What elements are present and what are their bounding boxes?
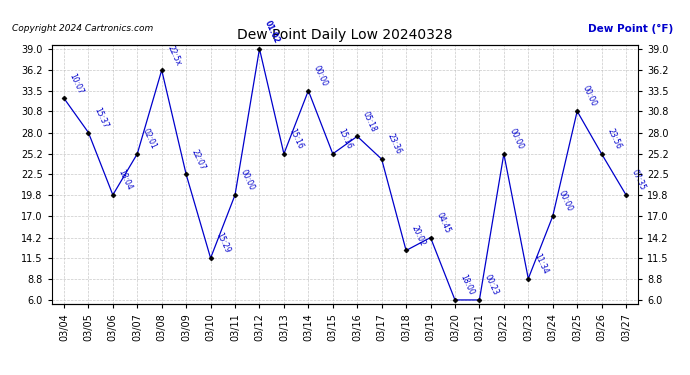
- Text: Copyright 2024 Cartronics.com: Copyright 2024 Cartronics.com: [12, 24, 154, 33]
- Text: 00:23: 00:23: [483, 273, 500, 297]
- Text: 00:00: 00:00: [556, 189, 574, 213]
- Text: 15:16: 15:16: [337, 127, 354, 151]
- Title: Dew Point Daily Low 20240328: Dew Point Daily Low 20240328: [237, 28, 453, 42]
- Text: 00:00: 00:00: [312, 64, 329, 88]
- Text: 02:01: 02:01: [141, 127, 158, 151]
- Text: 11:34: 11:34: [532, 252, 549, 276]
- Text: 07:35: 07:35: [630, 168, 647, 192]
- Text: 18:04: 18:04: [117, 168, 134, 192]
- Text: 20:02: 20:02: [410, 224, 427, 248]
- Text: 23:36: 23:36: [385, 132, 403, 156]
- Text: 15:37: 15:37: [92, 106, 110, 129]
- Text: Dew Point (°F): Dew Point (°F): [587, 24, 673, 34]
- Text: 22:5x: 22:5x: [166, 44, 183, 67]
- Text: 22:07: 22:07: [190, 148, 207, 171]
- Text: 05:18: 05:18: [361, 110, 378, 133]
- Text: 00:00: 00:00: [508, 127, 525, 151]
- Text: 01:02: 01:02: [263, 19, 282, 44]
- Text: 18:00: 18:00: [459, 273, 476, 297]
- Text: 15:29: 15:29: [215, 231, 232, 255]
- Text: 10:07: 10:07: [68, 72, 85, 95]
- Text: 00:00: 00:00: [581, 84, 598, 108]
- Text: 00:00: 00:00: [239, 168, 256, 192]
- Text: 04:45: 04:45: [434, 211, 452, 234]
- Text: 23:56: 23:56: [605, 127, 622, 151]
- Text: 15:16: 15:16: [288, 127, 305, 151]
